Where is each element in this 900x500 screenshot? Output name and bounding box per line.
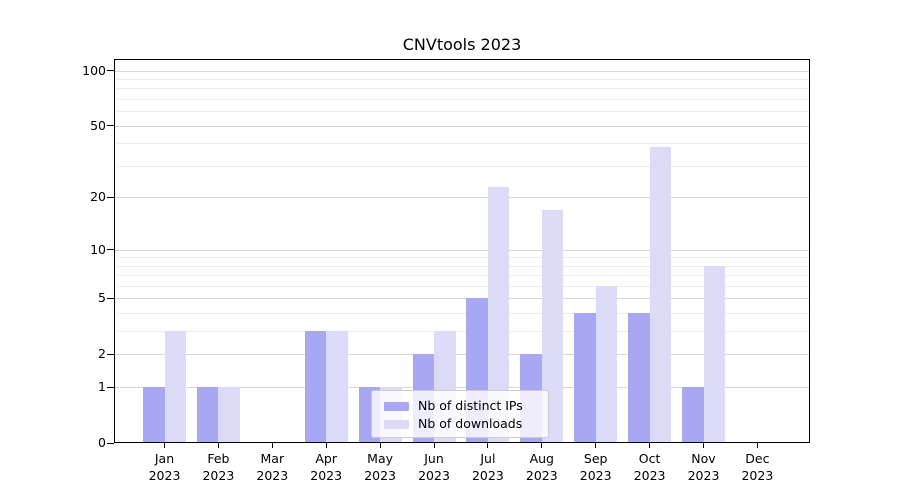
x-tick-label-mar: Mar 2023 — [256, 451, 289, 483]
y-tick-5 — [107, 297, 114, 299]
gridline-minor-8 — [114, 265, 810, 267]
y-tick-10 — [107, 249, 114, 251]
gridline-minor-4 — [114, 313, 810, 315]
y-tick-2 — [107, 353, 114, 355]
bar-downloads-sep — [595, 286, 618, 443]
bar-downloads-jan — [164, 331, 186, 443]
bar-downloads-oct — [649, 147, 672, 443]
gridline-minor-30 — [114, 165, 810, 167]
gridline-major-20 — [114, 197, 810, 199]
y-tick-label-0: 0 — [98, 435, 106, 450]
gridline-minor-6 — [114, 286, 810, 288]
x-tick-jul — [487, 443, 489, 448]
x-tick-jun — [433, 443, 435, 448]
x-tick-aug — [541, 443, 543, 448]
y-tick-label-5: 5 — [98, 290, 106, 306]
y-tick-label-1: 1 — [98, 379, 106, 395]
x-tick-mar — [271, 443, 273, 448]
y-tick-20 — [107, 196, 114, 198]
bar-ips-nov — [682, 387, 704, 443]
legend-label-ips: Nb of distinct IPs — [418, 398, 523, 413]
gridline-minor-90 — [114, 79, 810, 81]
gridline-minor-3 — [114, 331, 810, 333]
x-tick-label-sep: Sep 2023 — [579, 451, 612, 483]
x-tick-sep — [595, 443, 597, 448]
bar-ips-jan — [143, 387, 165, 443]
x-tick-nov — [703, 443, 704, 448]
x-tick-label-apr: Apr 2023 — [310, 451, 343, 483]
x-tick-label-jul: Jul 2023 — [471, 451, 504, 483]
gridline-major-100 — [114, 70, 810, 72]
x-tick-feb — [217, 443, 219, 448]
y-tick-50 — [107, 125, 114, 127]
gridline-minor-9 — [114, 257, 810, 259]
x-tick-jan — [164, 443, 165, 448]
chart-title: CNVtools 2023 — [402, 35, 522, 54]
y-tick-0 — [107, 442, 114, 444]
gridline-minor-70 — [114, 99, 810, 101]
bar-ips-feb — [196, 387, 219, 443]
x-tick-dec — [756, 443, 758, 448]
y-tick-label-100: 100 — [82, 62, 106, 78]
y-tick-label-50: 50 — [90, 117, 106, 133]
bar-downloads-nov — [703, 265, 725, 443]
gridline-major-2 — [114, 354, 810, 356]
gridline-minor-7 — [114, 275, 810, 277]
gridline-minor-40 — [114, 143, 810, 145]
x-tick-label-jan: Jan 2023 — [148, 451, 181, 483]
x-tick-label-feb: Feb 2023 — [202, 451, 235, 483]
y-tick-1 — [107, 386, 114, 388]
legend-item-downloads: Nb of downloads — [384, 415, 538, 433]
x-tick-label-may: May 2023 — [364, 451, 396, 483]
bar-downloads-apr — [326, 331, 348, 443]
y-tick-label-2: 2 — [98, 346, 106, 362]
bar-downloads-aug — [541, 209, 564, 443]
bar-ips-sep — [574, 313, 596, 443]
gridline-minor-60 — [114, 111, 810, 113]
x-tick-label-jun: Jun 2023 — [418, 451, 450, 483]
bar-downloads-jul — [487, 186, 510, 443]
legend-item-distinct-ips: Nb of distinct IPs — [384, 397, 538, 415]
x-tick-apr — [325, 443, 327, 448]
gridline-major-50 — [114, 125, 810, 127]
bar-ips-oct — [628, 313, 650, 443]
bar-downloads-feb — [218, 387, 240, 443]
legend: Nb of distinct IPs Nb of downloads — [371, 390, 549, 438]
x-tick-label-aug: Aug 2023 — [525, 451, 558, 483]
x-tick-label-dec: Dec 2023 — [741, 451, 774, 483]
x-tick-label-nov: Nov 2023 — [687, 451, 720, 483]
legend-label-downloads: Nb of downloads — [418, 416, 523, 431]
bar-ips-apr — [304, 331, 327, 443]
x-tick-may — [379, 443, 381, 448]
y-tick-label-20: 20 — [90, 189, 106, 205]
legend-swatch-ips — [384, 401, 409, 411]
y-tick-label-10: 10 — [90, 241, 106, 257]
gridline-major-10 — [114, 249, 810, 251]
gridline-major-5 — [114, 298, 810, 300]
y-tick-100 — [107, 70, 114, 72]
x-tick-label-oct: Oct 2023 — [633, 451, 666, 483]
x-tick-oct — [649, 443, 651, 448]
gridline-minor-80 — [114, 88, 810, 90]
gridline-major-1 — [114, 387, 810, 389]
legend-swatch-downloads — [384, 419, 409, 429]
